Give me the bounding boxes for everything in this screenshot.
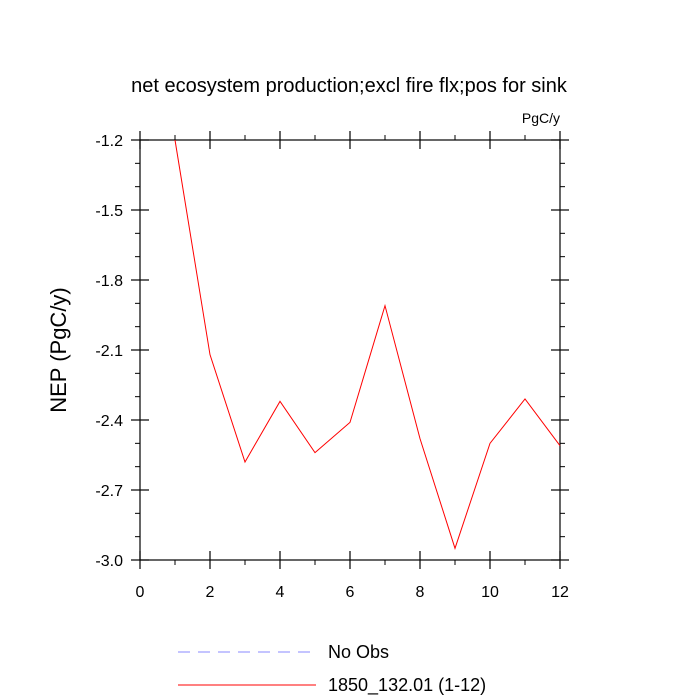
- x-tick-label: 12: [551, 584, 569, 601]
- y-tick-label: -2.1: [95, 343, 123, 360]
- x-tick-label: 6: [346, 584, 355, 601]
- x-tick-label: 10: [481, 584, 499, 601]
- y-tick-label: -1.2: [95, 133, 123, 150]
- legend-label-1850-132-01: 1850_132.01 (1-12): [328, 675, 486, 696]
- x-tick-label: 8: [416, 584, 425, 601]
- x-axis-ticks: 0 2 4 6 8 10 12: [136, 131, 569, 601]
- legend-label-no-obs: No Obs: [328, 642, 389, 662]
- series-layer: [174, 139, 561, 550]
- y-tick-label: -1.8: [95, 273, 123, 290]
- y-axis-ticks: -1.2 -1.5 -1.8 -2.1 -2.4 -2.7 -3.0: [95, 133, 569, 570]
- x-tick-label: 4: [276, 584, 285, 601]
- plot-border: [139, 139, 561, 561]
- y-tick-label: -2.7: [95, 483, 123, 500]
- y-tick-label: -2.4: [95, 413, 123, 430]
- y-axis-label: NEP (PgC/y): [46, 287, 71, 413]
- x-tick-label: 0: [136, 584, 145, 601]
- chart-title: net ecosystem production;excl fire flx;p…: [131, 75, 568, 97]
- plot-frame: [139, 139, 561, 561]
- y-tick-label: -1.5: [95, 203, 123, 220]
- legend: No Obs 1850_132.01 (1-12): [178, 642, 486, 696]
- units-label: PgC/y: [522, 110, 560, 126]
- y-tick-label: -3.0: [95, 553, 123, 570]
- series-line-0: [174, 139, 561, 550]
- x-tick-label: 2: [206, 584, 215, 601]
